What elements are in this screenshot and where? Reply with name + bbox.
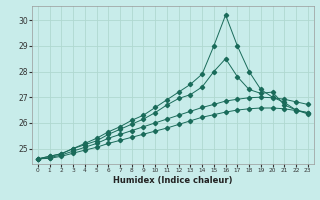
X-axis label: Humidex (Indice chaleur): Humidex (Indice chaleur) (113, 176, 233, 185)
